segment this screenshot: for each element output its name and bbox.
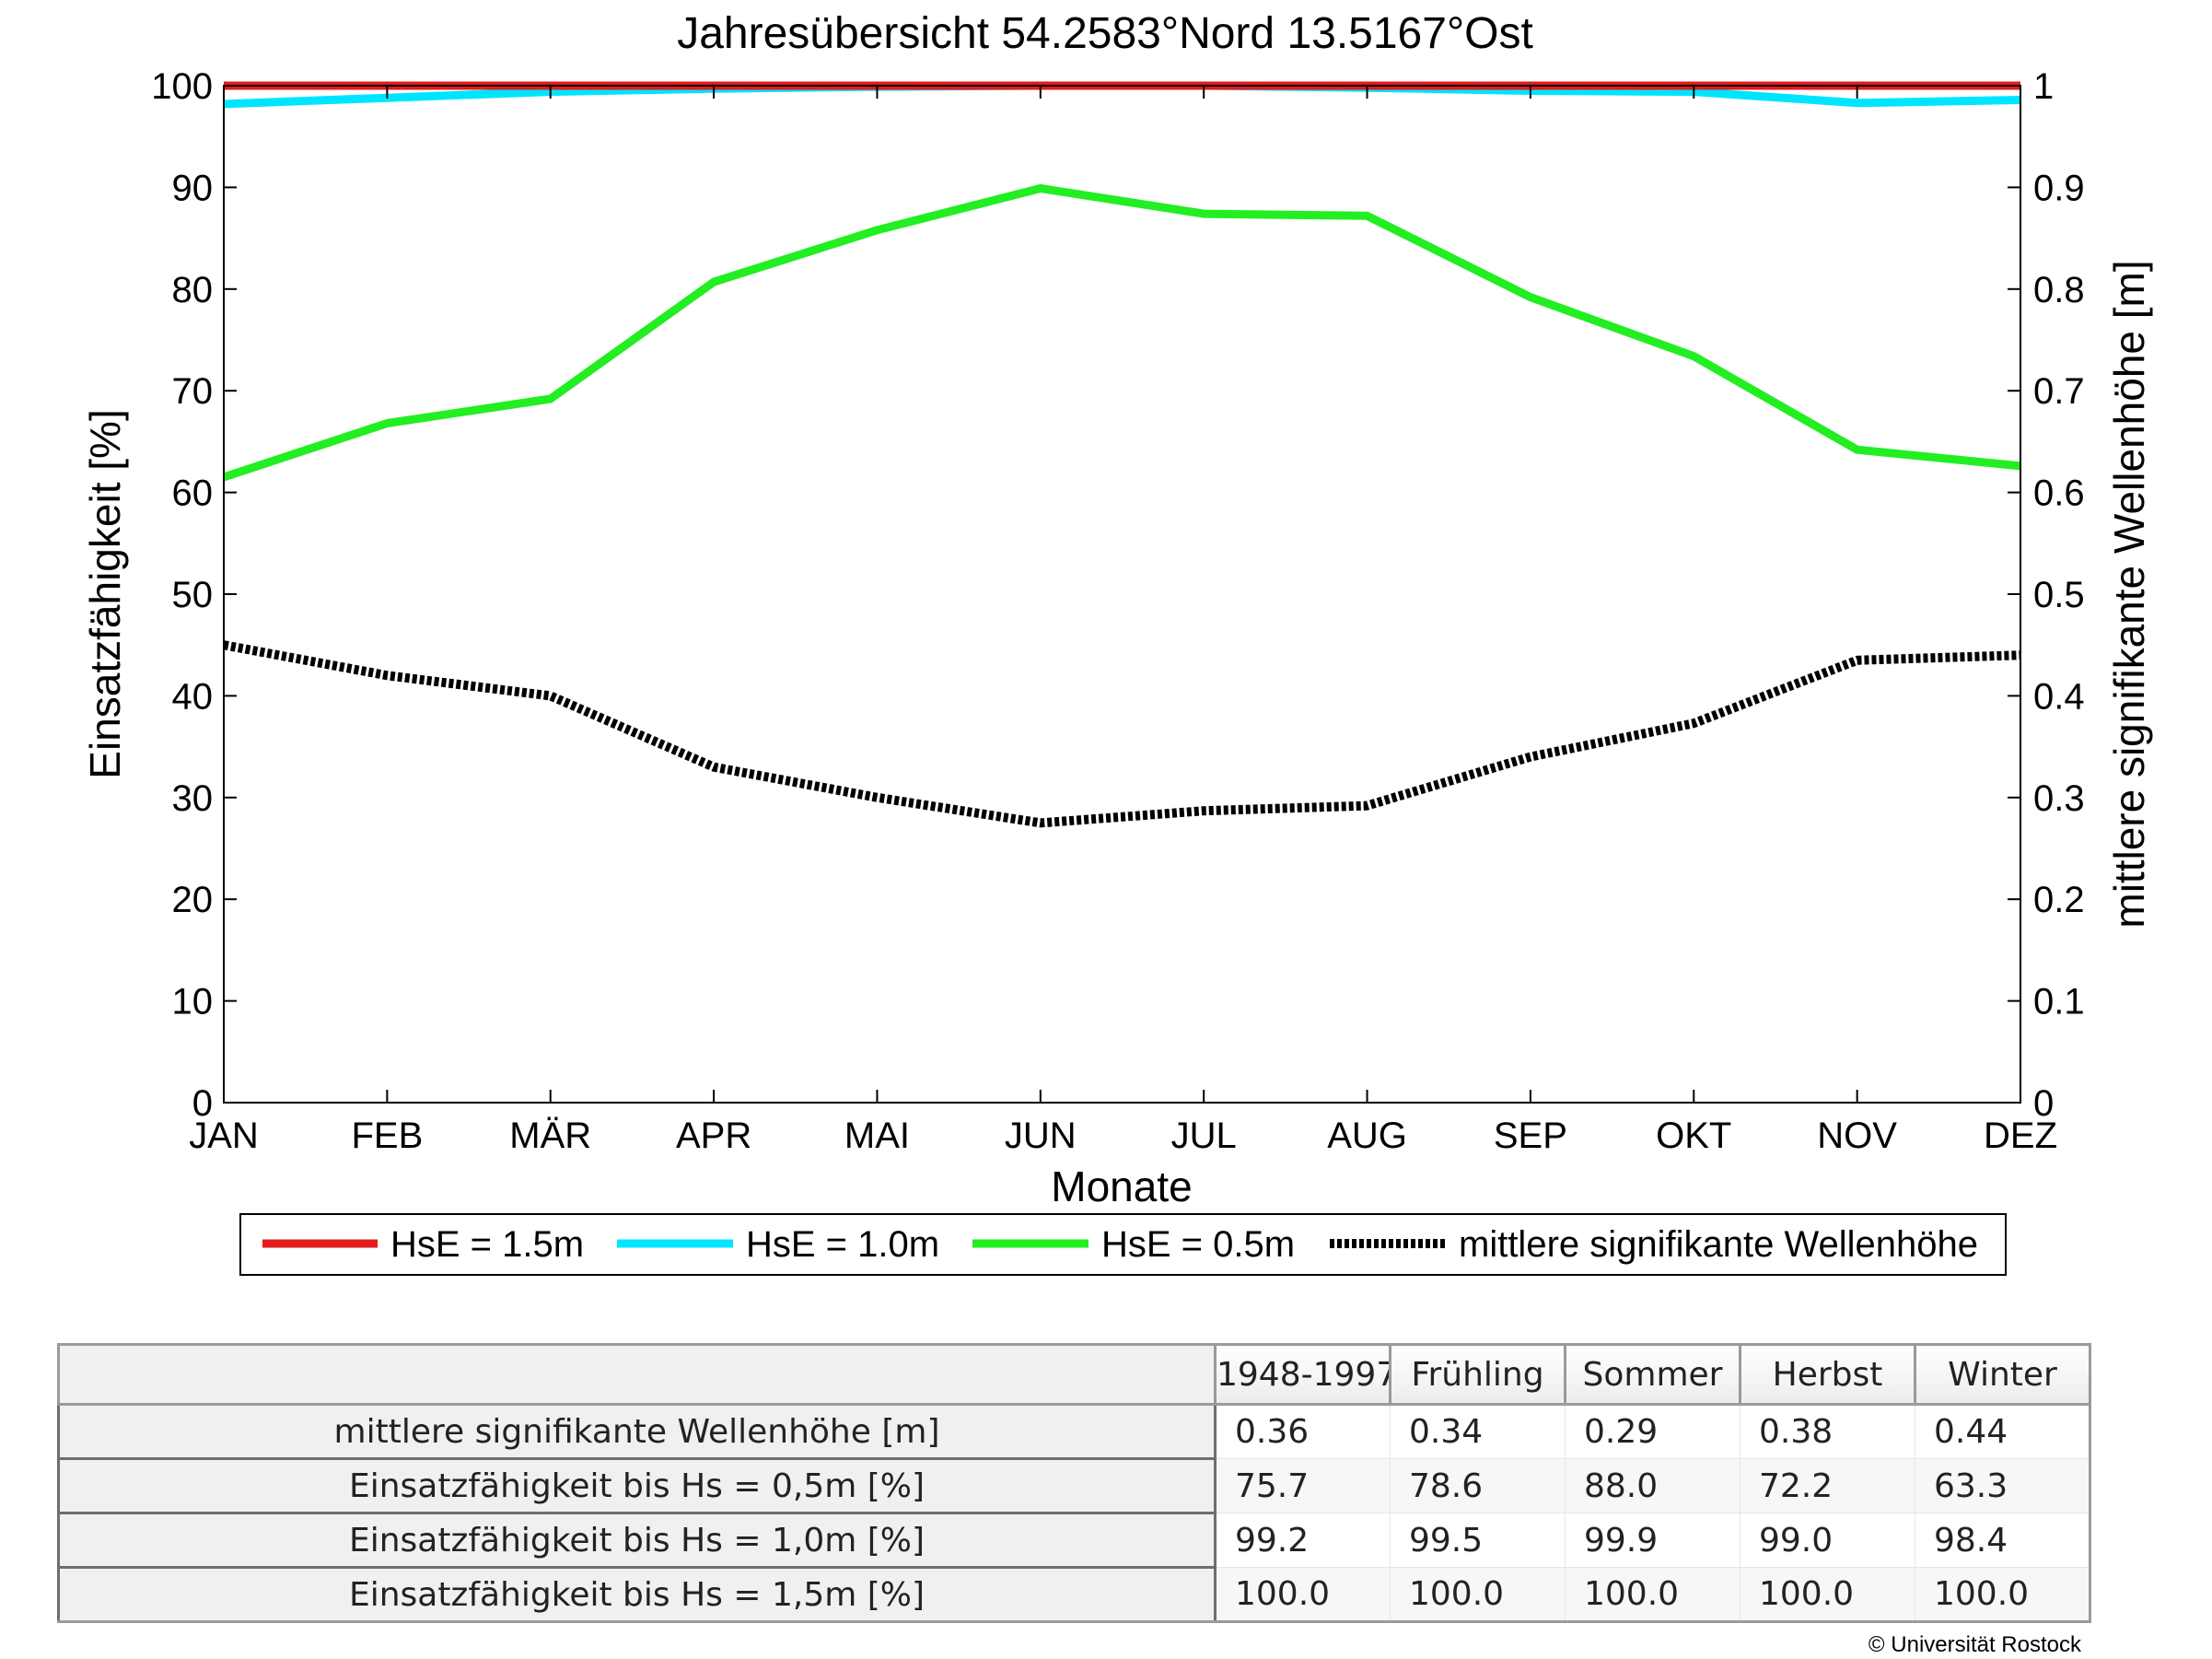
y-tick-label-right: 0.1 (2033, 982, 2085, 1022)
x-tick-label: SEP (1494, 1116, 1567, 1156)
y-tick-label-left: 40 (172, 676, 214, 717)
chart-title: Jahresübersicht 54.2583°Nord 13.5167°Ost (677, 9, 1533, 58)
y-tick-label-right: 0.2 (2033, 880, 2085, 920)
table-header-row: 1948-1997 Frühling Sommer Herbst Winter (57, 1343, 2091, 1406)
y-tick-label-left: 10 (172, 982, 214, 1022)
table-row: mittlere signifikante Wellenhöhe [m] 0.3… (57, 1403, 2091, 1460)
row-label: Einsatzfähigkeit bis Hs = 1,0m [%] (57, 1512, 1217, 1569)
axes-layer: JAN FEB MÄR APR MAI JUN JUL AUG SEP OKT NOV DEZ0102… (151, 66, 2084, 1156)
y-tick-label-left: 20 (172, 880, 214, 920)
annual-overview-chart: Jahresübersicht 54.2583°Nord 13.5167°Ost… (81, 9, 2153, 1276)
legend-label-0: HsE = 1.5m (390, 1224, 584, 1265)
x-tick-label: NOV (1817, 1116, 1897, 1156)
x-tick-label: JAN (189, 1116, 259, 1156)
copyright-notice: © Universität Rostock (1868, 1632, 2081, 1657)
table-cell: 0.38 (1740, 1404, 1915, 1459)
table-cell: 0.36 (1215, 1404, 1391, 1459)
table-cell: 100.0 (1915, 1567, 2091, 1623)
y-tick-label-right: 0.9 (2033, 168, 2085, 208)
table-row: Einsatzfähigkeit bis Hs = 1,0m [%] 99.2 … (57, 1512, 2091, 1569)
y-tick-label-left: 0 (192, 1083, 213, 1124)
table-cell: 100.0 (1565, 1567, 1740, 1623)
table-header-spring: Frühling (1389, 1343, 1566, 1406)
table-cell: 98.4 (1915, 1513, 2091, 1568)
x-tick-label: APR (676, 1116, 751, 1156)
legend-label-2: HsE = 0.5m (1101, 1224, 1295, 1265)
series-line-3 (223, 640, 2021, 828)
x-tick-label: JUN (1005, 1116, 1077, 1156)
table-cell: 63.3 (1915, 1458, 2091, 1513)
table-cell: 88.0 (1565, 1458, 1740, 1513)
table-cell: 99.9 (1565, 1513, 1740, 1568)
table-cell: 99.2 (1215, 1513, 1391, 1568)
table-cell: 0.44 (1915, 1404, 2091, 1459)
x-tick-label: FEB (351, 1116, 423, 1156)
y-tick-label-right: 0.3 (2033, 778, 2085, 819)
row-label: Einsatzfähigkeit bis Hs = 0,5m [%] (57, 1457, 1217, 1514)
table-cell: 75.7 (1215, 1458, 1391, 1513)
series-line-2 (222, 184, 2021, 482)
table-header-period: 1948-1997 (1214, 1343, 1391, 1406)
x-tick-label: OKT (1656, 1116, 1731, 1156)
table-cell: 100.0 (1215, 1567, 1391, 1623)
legend: HsE = 1.5m HsE = 1.0m HsE = 0.5m mittlere s… (239, 1213, 2007, 1276)
table-cell: 99.5 (1390, 1513, 1566, 1568)
x-tick-label: AUG (1327, 1116, 1407, 1156)
table-cell: 0.29 (1565, 1404, 1740, 1459)
y-tick-label-left: 100 (151, 66, 213, 107)
y-tick-label-right: 1 (2033, 66, 2054, 107)
y-tick-label-left: 70 (172, 371, 214, 412)
table-cell: 99.0 (1740, 1513, 1915, 1568)
y-axis-label-right: mittlere signifikante Wellenhöhe [m] (2105, 260, 2153, 928)
y-tick-label-right: 0.8 (2033, 270, 2085, 310)
table-row: Einsatzfähigkeit bis Hs = 0,5m [%] 75.7 … (57, 1457, 2091, 1514)
row-label: Einsatzfähigkeit bis Hs = 1,5m [%] (57, 1566, 1217, 1623)
table-cell: 100.0 (1740, 1567, 1915, 1623)
series-layer (222, 81, 2021, 828)
legend-box (239, 1213, 2007, 1276)
y-tick-label-left: 30 (172, 778, 214, 819)
y-tick-label-right: 0.7 (2033, 371, 2085, 412)
y-tick-label-right: 0 (2033, 1083, 2054, 1124)
y-tick-label-left: 80 (172, 270, 214, 310)
table-cell: 72.2 (1740, 1458, 1915, 1513)
legend-label-1: HsE = 1.0m (746, 1224, 939, 1265)
x-tick-label: JUL (1171, 1116, 1237, 1156)
row-label: mittlere signifikante Wellenhöhe [m] (57, 1403, 1217, 1460)
table-header-autumn: Herbst (1739, 1343, 1916, 1406)
y-tick-label-left: 50 (172, 575, 214, 615)
legend-label-3: mittlere signifikante Wellenhöhe (1459, 1224, 1978, 1265)
table-cell: 100.0 (1390, 1567, 1566, 1623)
table-header-corner (57, 1343, 1217, 1406)
y-tick-label-left: 90 (172, 168, 214, 208)
y-tick-label-right: 0.6 (2033, 473, 2085, 514)
summary-table: 1948-1997 Frühling Sommer Herbst Winter … (57, 1343, 2091, 1623)
y-tick-label-right: 0.5 (2033, 575, 2085, 615)
y-tick-label-right: 0.4 (2033, 676, 2085, 717)
table-header-winter: Winter (1914, 1343, 2091, 1406)
plot-frame (223, 85, 2021, 1104)
x-axis-label: Monate (1051, 1162, 1192, 1210)
y-axis-label-left: Einsatzfähigkeit [%] (81, 409, 129, 778)
table-header-summer: Sommer (1564, 1343, 1741, 1406)
x-tick-label: MÄR (509, 1116, 591, 1156)
y-tick-label-left: 60 (172, 473, 214, 514)
x-tick-label: DEZ (1984, 1116, 2057, 1156)
table-cell: 78.6 (1390, 1458, 1566, 1513)
table-row: Einsatzfähigkeit bis Hs = 1,5m [%] 100.0… (57, 1566, 2091, 1623)
table-cell: 0.34 (1390, 1404, 1566, 1459)
x-tick-label: MAI (844, 1116, 910, 1156)
